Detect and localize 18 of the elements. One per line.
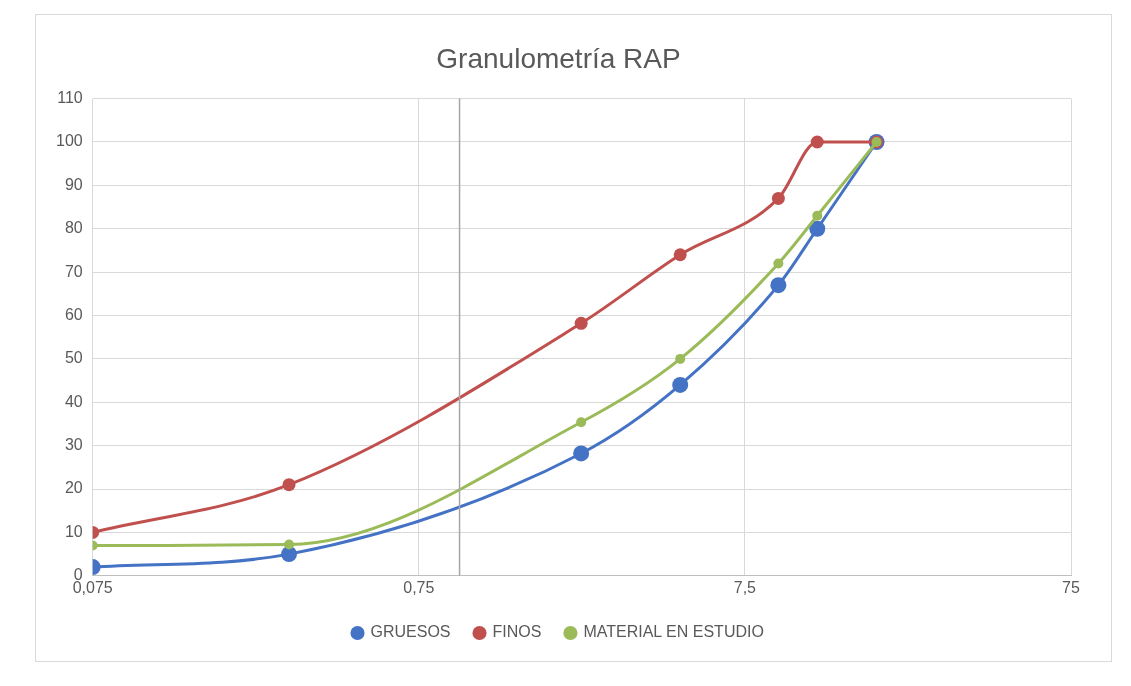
y-tick-label: 100 <box>55 132 83 150</box>
y-tick-label: 80 <box>64 219 83 237</box>
y-tick-label: 110 <box>57 89 83 107</box>
y-tick-label: 10 <box>64 522 83 540</box>
y-tick-label: 40 <box>64 392 83 410</box>
y-tick-label: 50 <box>64 349 83 367</box>
y-tick-label: 70 <box>64 262 83 280</box>
y-tick-label: 60 <box>64 305 83 323</box>
x-tick-label: 7,5 <box>733 578 757 596</box>
legend-label: FINOS <box>492 623 542 641</box>
y-tick-label: 30 <box>64 436 83 454</box>
y-tick-label: 90 <box>64 175 83 193</box>
x-tick-label: 75 <box>1062 578 1080 596</box>
legend-label: GRUESOS <box>370 623 451 641</box>
chart-title: Granulometría RAP <box>436 42 681 74</box>
legend-label: MATERIAL EN ESTUDIO <box>583 623 764 641</box>
x-tick-label: 0,75 <box>403 578 435 596</box>
y-tick-label: 20 <box>64 479 83 497</box>
